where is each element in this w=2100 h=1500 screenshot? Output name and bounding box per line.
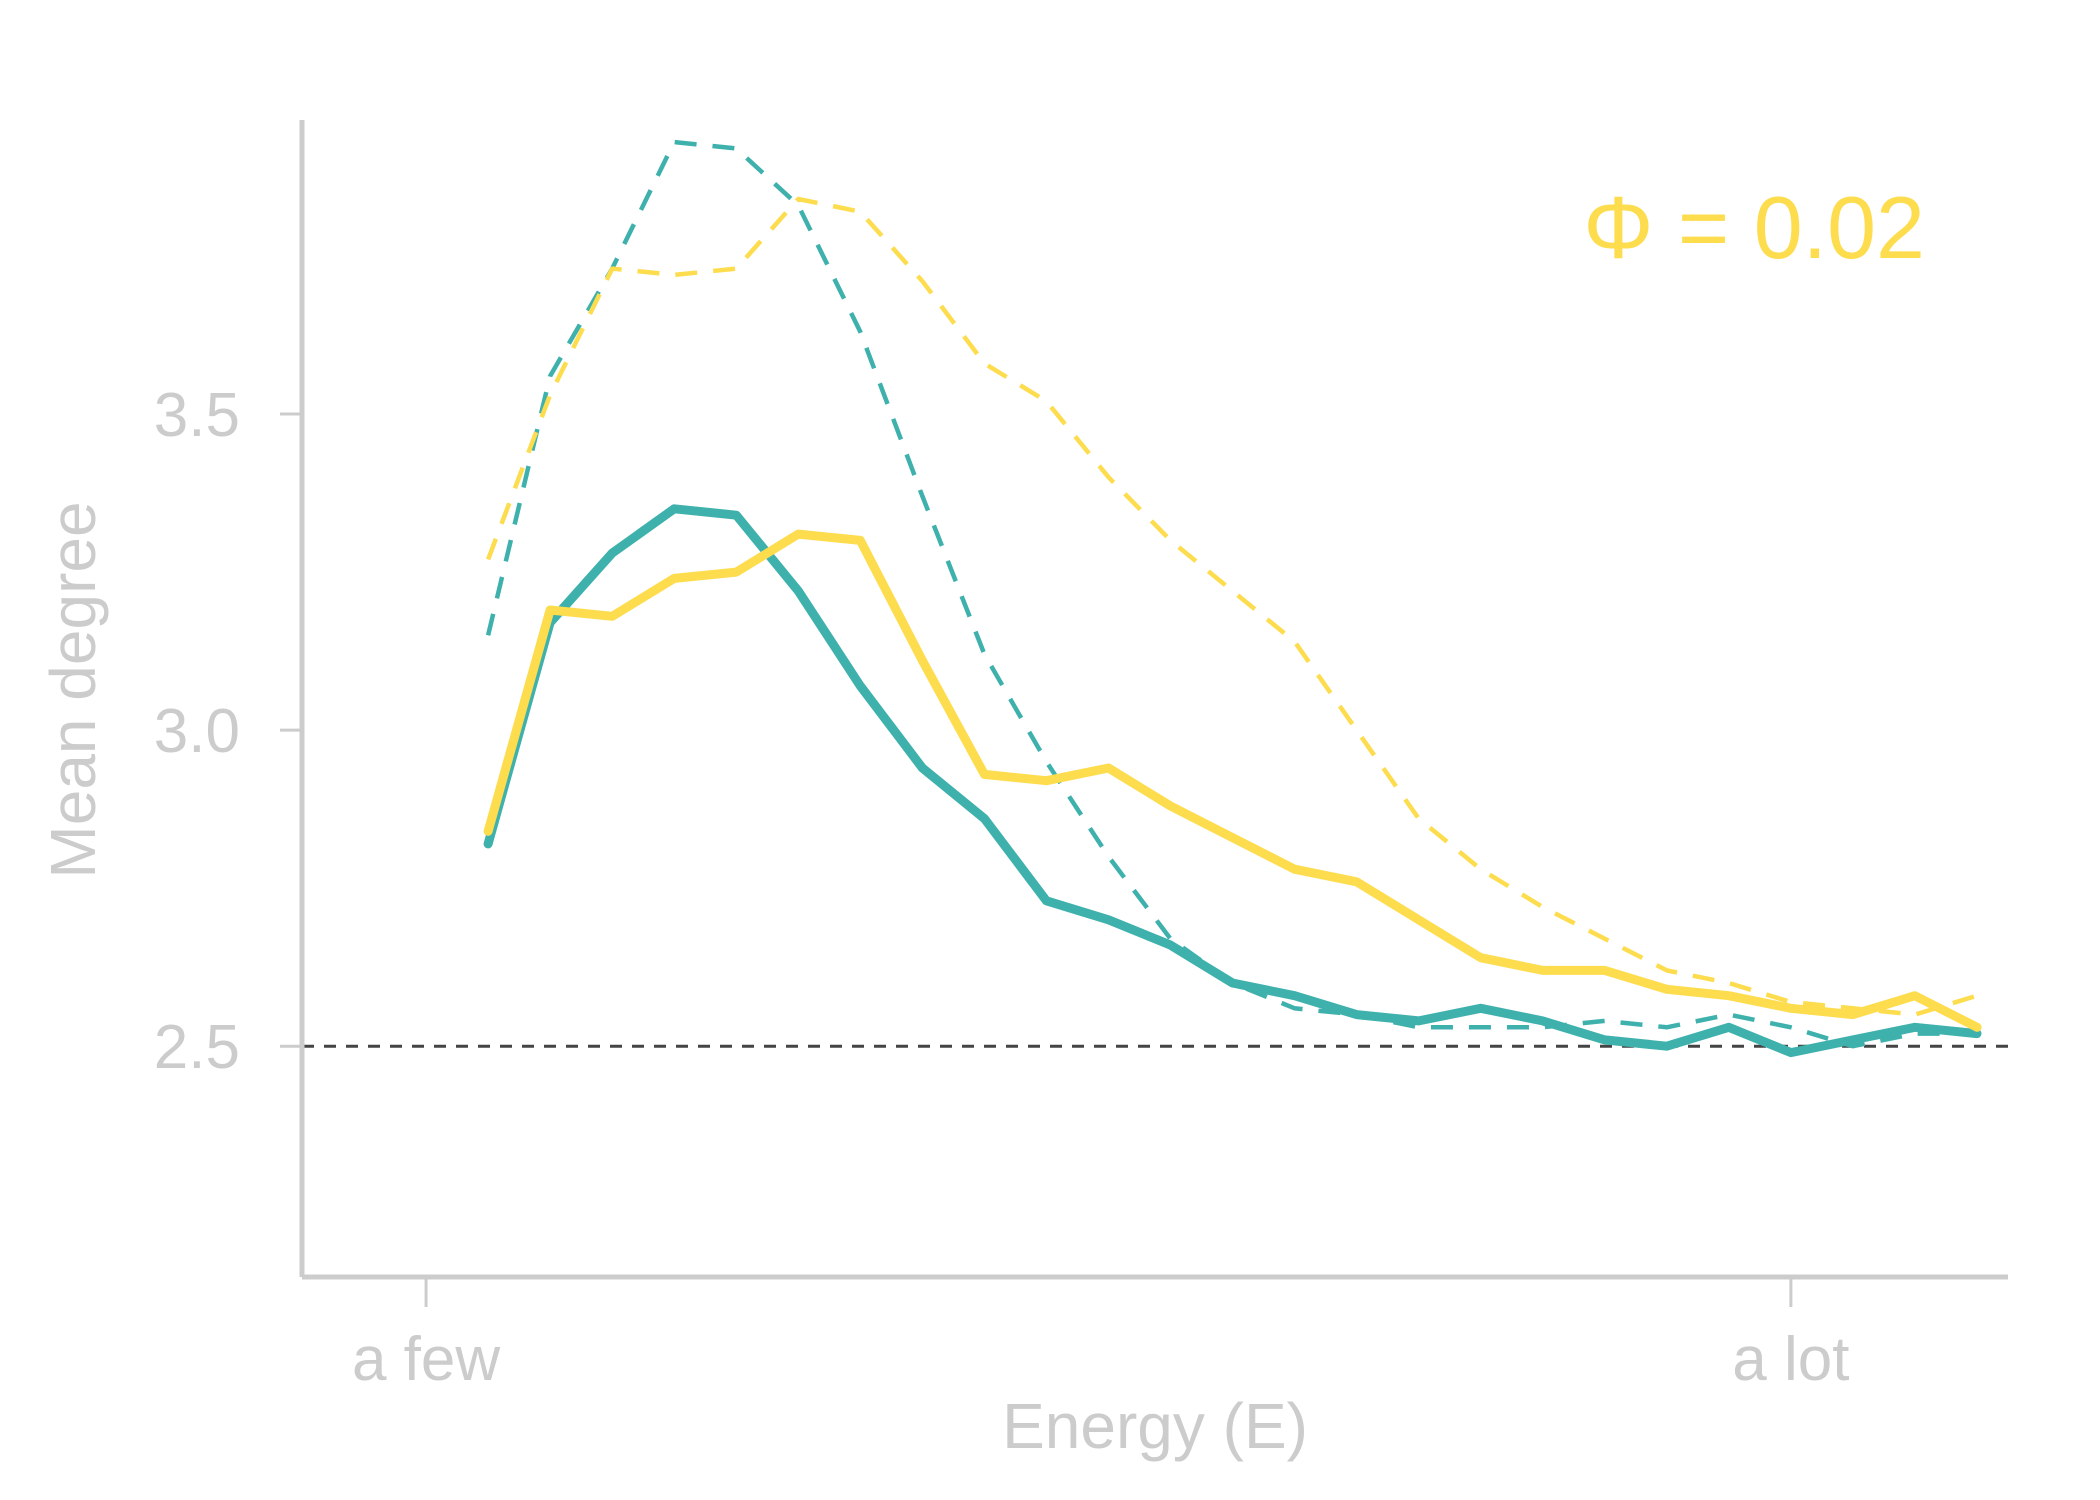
y-tick-label: 3.0 xyxy=(154,697,240,766)
y-tick-label: 2.5 xyxy=(154,1013,240,1082)
series-line-dashed-yellow xyxy=(485,196,1978,1017)
plot-area xyxy=(302,139,2008,1058)
y-axis-ticks: 2.5 3.0 3.5 xyxy=(154,381,302,1082)
series-line-solid-teal xyxy=(483,504,1982,1058)
x-axis-ticks: a few a lot xyxy=(352,1277,1849,1394)
x-tick-label: a lot xyxy=(1732,1325,1849,1394)
series-line-dashed-teal xyxy=(485,139,1977,1049)
y-tick-label: 3.5 xyxy=(154,381,240,450)
series-line-solid-yellow xyxy=(483,529,1982,1032)
phi-annotation: Φ = 0.02 xyxy=(1583,178,1925,277)
y-axis-title: Mean degree xyxy=(37,501,109,878)
x-axis-title: Energy (E) xyxy=(1002,1390,1308,1462)
x-tick-label: a few xyxy=(352,1325,500,1394)
